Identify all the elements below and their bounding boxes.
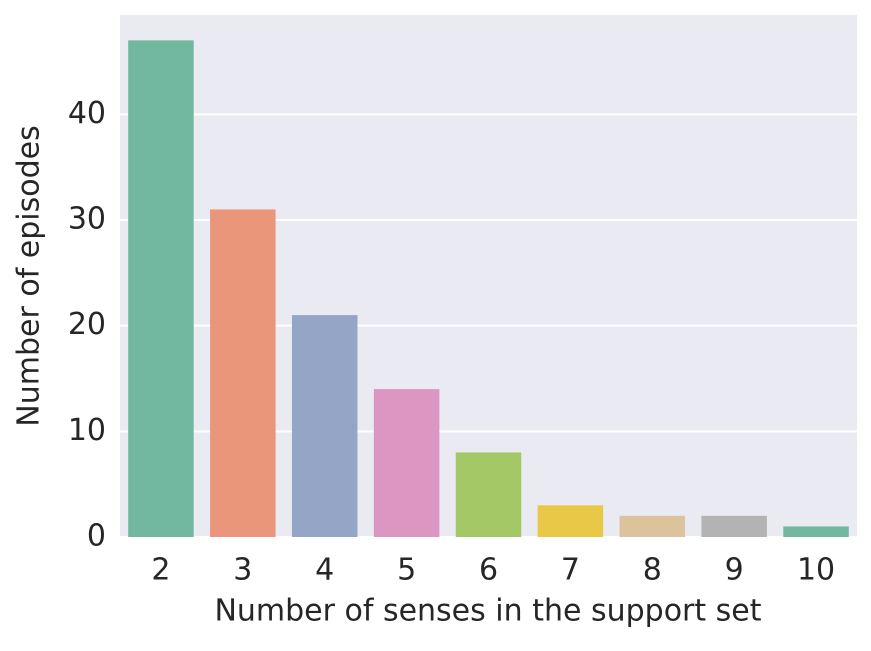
x-tick-label: 3: [233, 553, 252, 588]
bar: [537, 505, 604, 537]
bar: [619, 515, 686, 537]
x-tick-label: 9: [725, 553, 744, 588]
x-tick-label: 8: [643, 553, 662, 588]
bar: [783, 526, 849, 537]
y-tick-label: 20: [68, 307, 106, 342]
bar: [210, 209, 276, 538]
bar: [701, 515, 767, 537]
y-tick-label: 10: [68, 413, 106, 448]
y-tick-label: 0: [87, 519, 106, 554]
y-tick-label: 40: [68, 96, 106, 131]
x-axis-label: Number of senses in the support set: [214, 594, 761, 629]
y-tick-label: 30: [68, 201, 106, 236]
bar: [128, 40, 194, 538]
x-tick-label: 2: [151, 553, 170, 588]
y-axis-label: Number of episodes: [12, 125, 47, 426]
bar: [455, 452, 522, 537]
x-tick-label: 10: [797, 553, 835, 588]
x-tick-label: 7: [561, 553, 580, 588]
bar: [291, 315, 358, 537]
x-tick-label: 5: [397, 553, 416, 588]
bar: [373, 389, 440, 537]
x-tick-label: 4: [315, 553, 334, 588]
x-tick-label: 6: [479, 553, 498, 588]
